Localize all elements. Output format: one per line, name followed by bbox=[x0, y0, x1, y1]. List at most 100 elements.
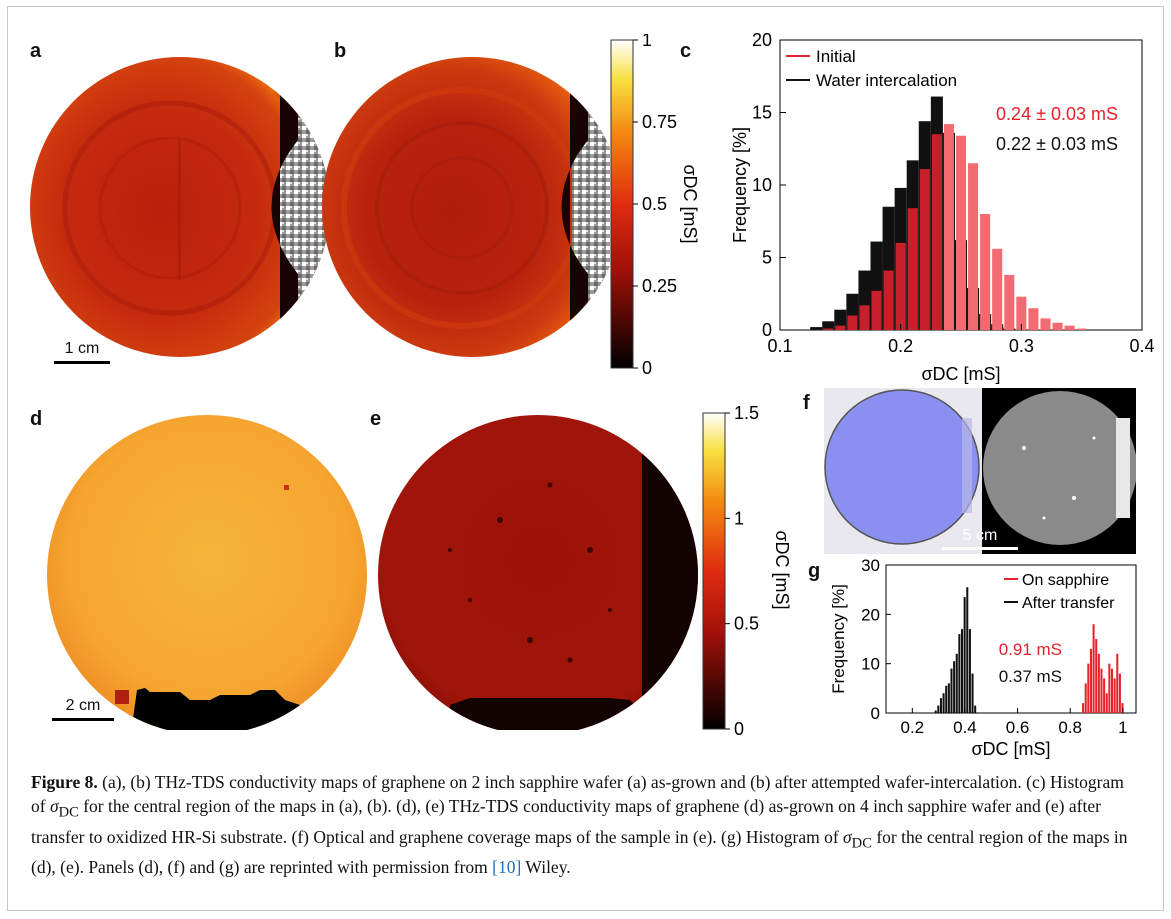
y-tick-label: 0 bbox=[871, 704, 880, 723]
x-tick-label: 0.2 bbox=[900, 718, 924, 737]
y-tick-label: 15 bbox=[752, 103, 772, 123]
panel-label-f: f bbox=[803, 392, 810, 414]
annotation: 0.37 mS bbox=[999, 667, 1062, 686]
colorbar-tick-label: 0.75 bbox=[642, 112, 677, 132]
bar-after-transfer bbox=[945, 685, 948, 713]
scalebar-top-label: 1 cm bbox=[64, 340, 100, 357]
caption-part4: Wiley. bbox=[521, 857, 571, 877]
bar-after-transfer bbox=[968, 629, 971, 713]
bar-after-transfer bbox=[958, 634, 961, 713]
bar-initial bbox=[931, 134, 942, 330]
legend-label: On sapphire bbox=[1022, 572, 1109, 589]
colorbar-tick-label: 1.5 bbox=[734, 405, 759, 423]
colorbar-tick-label: 1 bbox=[642, 34, 652, 50]
bar-initial bbox=[992, 248, 1003, 330]
bar-initial bbox=[835, 325, 846, 330]
bar-initial bbox=[919, 169, 930, 330]
scalebar-bottom bbox=[52, 718, 114, 721]
annotation: 0.24 ± 0.03 mS bbox=[996, 104, 1118, 124]
y-tick-label: 30 bbox=[861, 556, 880, 575]
figure-label: Figure 8. bbox=[31, 772, 98, 792]
x-tick-label: 0.4 bbox=[953, 718, 977, 737]
x-tick-label: 0.6 bbox=[1006, 718, 1030, 737]
bar-on-sapphire bbox=[1111, 668, 1114, 713]
annotation: 0.22 ± 0.03 mS bbox=[996, 134, 1118, 154]
colorbar-top-label: σDC [mS] bbox=[680, 164, 700, 243]
bar-initial bbox=[907, 208, 918, 330]
scalebar-bottom-label: 2 cm bbox=[65, 697, 101, 714]
caption-part3: for the central region of the maps in (d… bbox=[31, 826, 1128, 878]
colorbar-top: 1 0.75 0.5 0.25 0 σDC [mS] bbox=[610, 34, 700, 378]
bar-after-transfer bbox=[942, 693, 945, 713]
panel-label-c: c bbox=[680, 40, 692, 62]
map-d bbox=[47, 415, 367, 730]
reference-link[interactable]: [10] bbox=[492, 857, 522, 877]
bar-initial bbox=[883, 270, 894, 330]
bar-initial bbox=[895, 243, 906, 330]
bar-on-sapphire bbox=[1118, 673, 1121, 713]
map-e bbox=[378, 415, 698, 730]
map-b bbox=[322, 57, 610, 357]
colorbar-tick-label: 0 bbox=[642, 358, 652, 378]
legend-label: After transfer bbox=[1022, 595, 1115, 612]
y-tick-label: 10 bbox=[861, 655, 880, 674]
bar-initial bbox=[1076, 328, 1087, 330]
bar-on-sapphire bbox=[1103, 678, 1106, 713]
bar-water-intercalation bbox=[822, 321, 835, 330]
x-tick-label: 0.2 bbox=[888, 336, 913, 356]
panel-label-g: g bbox=[808, 560, 821, 582]
figure-caption: Figure 8. (a), (b) THz-TDS conductivity … bbox=[31, 772, 1128, 878]
bar-on-sapphire bbox=[1092, 624, 1095, 713]
maps-de bbox=[47, 415, 698, 730]
bar-on-sapphire bbox=[1113, 678, 1116, 713]
bar-after-transfer bbox=[966, 587, 969, 713]
y-tick-label: 5 bbox=[762, 248, 772, 268]
panel-label-b: b bbox=[334, 40, 347, 62]
panel-label-a: a bbox=[30, 40, 42, 62]
bar-water-intercalation bbox=[810, 327, 823, 330]
bar-initial bbox=[968, 163, 979, 330]
colorbar-tick-label: 0.25 bbox=[642, 276, 677, 296]
caption-part2: for the central region of the maps in (a… bbox=[31, 796, 1101, 847]
bar-initial bbox=[943, 124, 954, 330]
colorbar-tick-label: 0.5 bbox=[734, 614, 759, 634]
bar-initial bbox=[1016, 296, 1027, 330]
y-tick-label: 0 bbox=[762, 320, 772, 340]
bar-on-sapphire bbox=[1116, 653, 1119, 713]
bar-after-transfer bbox=[937, 705, 940, 713]
bar-after-transfer bbox=[939, 698, 942, 713]
bar-initial bbox=[955, 135, 967, 330]
y-tick-label: 20 bbox=[861, 605, 880, 624]
bar-on-sapphire bbox=[1095, 639, 1098, 713]
bar-on-sapphire bbox=[1097, 653, 1100, 713]
bar-initial bbox=[1040, 318, 1051, 330]
colorbar-tick-label: 0.5 bbox=[642, 194, 667, 214]
bar-on-sapphire bbox=[1084, 683, 1087, 713]
colorbar-bottom: 1.5 1 0.5 0 σDC [mS] bbox=[702, 405, 792, 739]
bar-initial bbox=[1064, 325, 1075, 330]
panel-label-e: e bbox=[370, 408, 382, 430]
figure-frame bbox=[7, 6, 1164, 911]
colorbar-bottom-label: σDC [mS] bbox=[772, 530, 792, 609]
bar-initial bbox=[980, 214, 991, 330]
legend-label: Initial bbox=[816, 47, 856, 66]
colorbar-tick-label: 1 bbox=[734, 508, 744, 528]
y-tick-label: 10 bbox=[752, 175, 772, 195]
x-tick-label: 0.8 bbox=[1058, 718, 1082, 737]
bar-on-sapphire bbox=[1082, 703, 1085, 713]
optical-coverage-f bbox=[824, 388, 1136, 554]
panel-label-d: d bbox=[30, 408, 43, 430]
x-tick-label: 0.1 bbox=[767, 336, 792, 356]
maps-ab bbox=[30, 57, 610, 357]
bar-initial bbox=[1052, 322, 1063, 330]
map-a bbox=[30, 57, 330, 357]
bar-after-transfer bbox=[934, 710, 937, 713]
scalebar-optical-label: 5 cm bbox=[962, 527, 998, 544]
bar-after-transfer bbox=[963, 597, 966, 713]
scalebar-top bbox=[54, 361, 110, 364]
bar-initial bbox=[859, 305, 870, 330]
bar-on-sapphire bbox=[1108, 663, 1111, 713]
optical-wafer bbox=[824, 389, 980, 545]
x-tick-label: 1 bbox=[1118, 718, 1127, 737]
